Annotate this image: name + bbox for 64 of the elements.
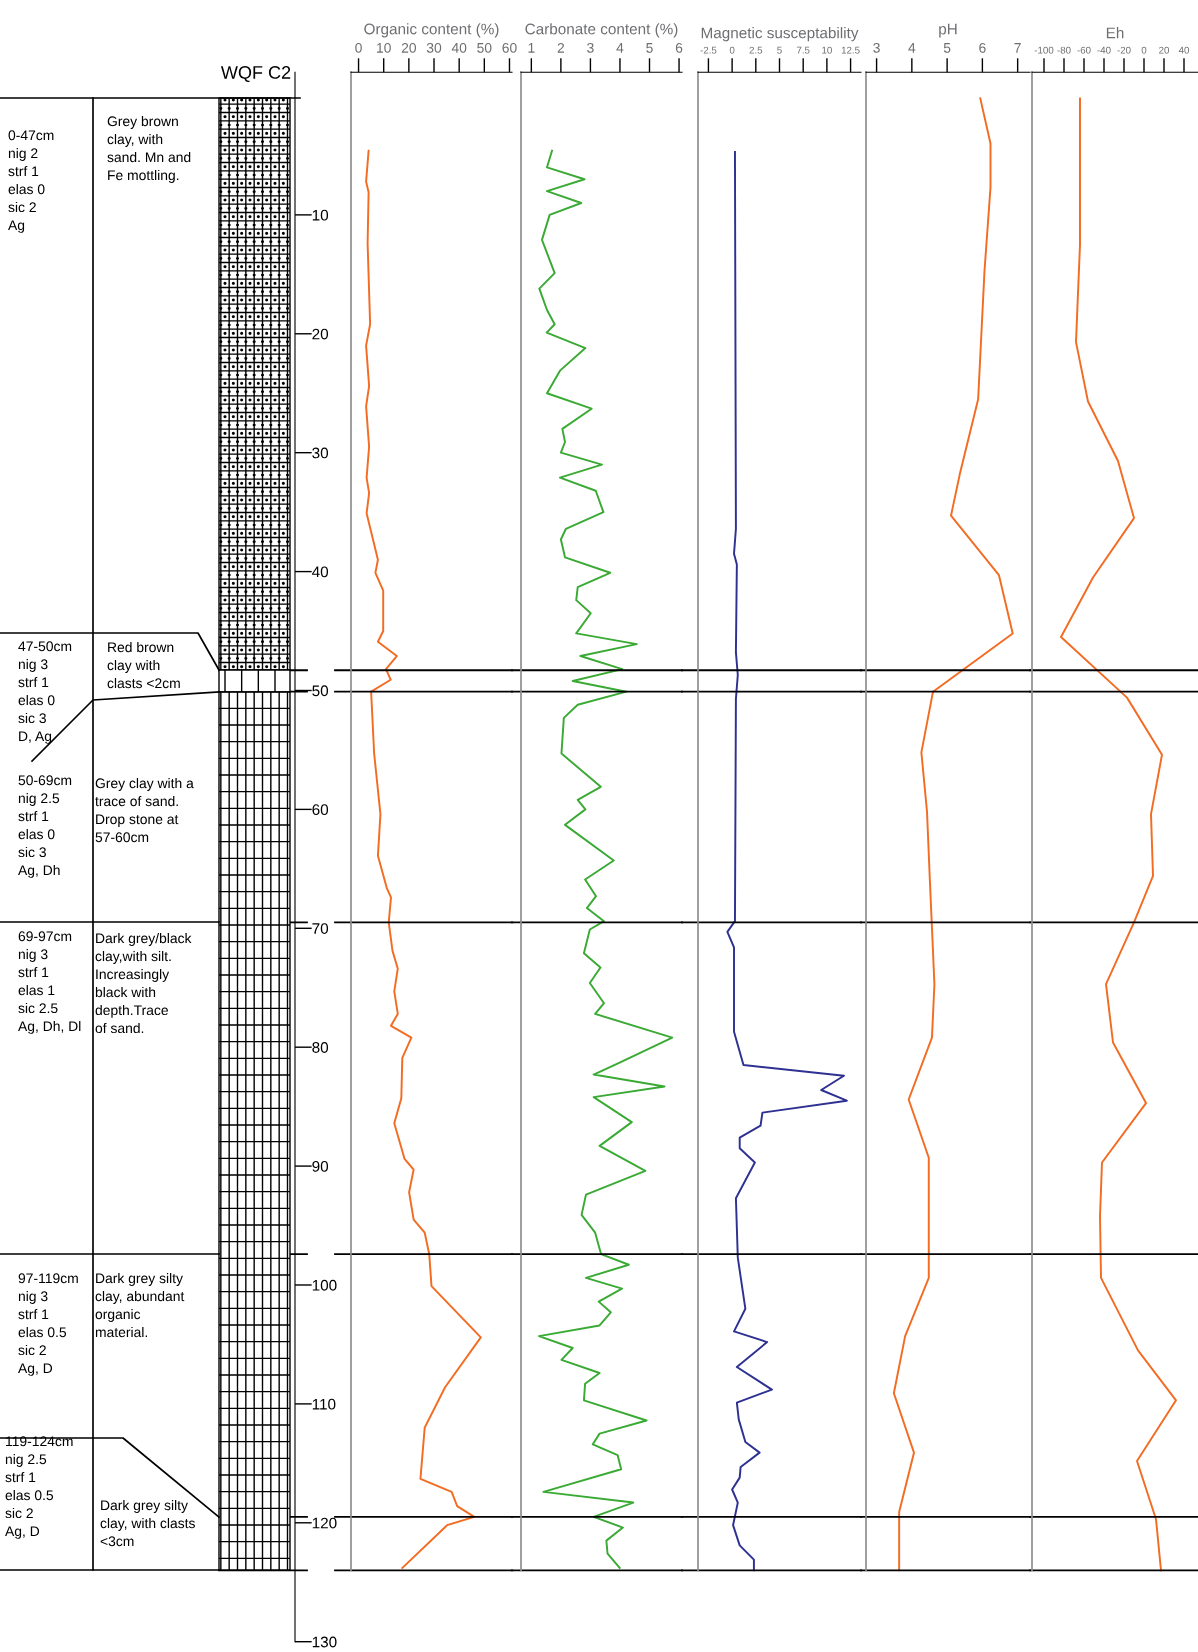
y-tick-label: 50 — [312, 685, 329, 697]
text: Red brown clay with clasts <2cm — [107, 642, 180, 689]
x-tick-label: 50 — [477, 42, 492, 53]
y-tick-label: 130 — [312, 1636, 337, 1648]
text: 0-47cm nig 2 strf 1 elas 0 sic 2 Ag — [8, 130, 54, 233]
x-tick-label: 30 — [426, 42, 442, 53]
text: WQF C2 — [220, 66, 291, 83]
x-tick-label: 60 — [502, 42, 517, 53]
x-tick-label: 40 — [1178, 46, 1190, 54]
y-tick-label: 60 — [312, 804, 329, 816]
x-tick-label: 10 — [377, 42, 391, 53]
text: 50-69cm nig 2.5 strf 1 elas 0 sic 3 Ag, Dh — [18, 775, 72, 878]
x-tick-label: -60 — [1077, 46, 1091, 54]
text: 69-97cm nig 3 strf 1 elas 1 sic 2.5 Ag, Dh, Dl — [18, 931, 81, 1034]
y-tick-label: 20 — [312, 328, 329, 340]
x-tick-label: 6 — [979, 42, 986, 53]
y-tick-label: 80 — [312, 1042, 329, 1053]
x-tick-label: 4 — [908, 43, 916, 53]
x-axis-title: Eh — [1106, 27, 1124, 39]
text: Grey clay with a trace of sand. Drop stone at 57-60cm — [95, 778, 194, 843]
x-tick-label: 0 — [355, 42, 362, 53]
x-tick-label: -40 — [1097, 46, 1111, 54]
y-tick-label: 40 — [312, 566, 329, 578]
y-tick-label: 110 — [312, 1398, 336, 1410]
text: Dark grey/black clay,with silt. Increasingly black with depth.Trace of sand. — [95, 933, 192, 1034]
text: Dark grey silty clay, abundant organic material. — [95, 1273, 185, 1338]
text: Dark grey silty clay, with clasts <3cm — [100, 1500, 195, 1547]
x-tick-label: 6 — [675, 42, 683, 53]
x-axis-title: pH — [939, 23, 957, 38]
x-tick-label: 7 — [1014, 43, 1021, 53]
x-tick-label: 0 — [1141, 46, 1147, 54]
x-tick-label: 40 — [451, 42, 467, 53]
x-tick-label: 20 — [401, 42, 417, 53]
y-tick-label: 120 — [312, 1517, 337, 1529]
x-tick-label: 12.5 — [841, 46, 860, 54]
y-tick-label: 10 — [312, 209, 329, 221]
y-tick-label: 100 — [312, 1279, 337, 1291]
x-tick-label: 7.5 — [796, 46, 810, 54]
x-tick-label: 10 — [822, 46, 832, 54]
x-tick-label: 5 — [777, 46, 782, 54]
x-axis-title: Organic content (%) — [364, 23, 499, 38]
x-tick-label: 5 — [943, 43, 951, 53]
text: 47-50cm nig 3 strf 1 elas 0 sic 3 D, Ag — [18, 641, 72, 744]
text: 97-119cm nig 3 strf 1 elas 0.5 sic 2 Ag, D — [18, 1273, 78, 1376]
x-tick-label: -2.5 — [700, 46, 717, 54]
x-tick-label: 2 — [557, 42, 565, 53]
text: Grey brown clay, with sand. Mn and Fe mottling. — [107, 116, 191, 183]
y-tick-label: 70 — [312, 923, 329, 934]
x-axis-title: Carbonate content (%) — [525, 23, 678, 38]
x-tick-label: 1 — [528, 43, 535, 53]
x-tick-label: 3 — [587, 42, 594, 53]
x-tick-label: -80 — [1057, 46, 1071, 54]
x-tick-label: 2.5 — [749, 46, 763, 54]
x-tick-label: 4 — [616, 43, 624, 53]
x-tick-label: 5 — [646, 43, 653, 53]
text: 119-124cm nig 2.5 strf 1 elas 0.5 sic 2 Ag, D — [5, 1436, 73, 1539]
x-tick-label: -20 — [1117, 46, 1131, 54]
x-tick-label: 0 — [729, 46, 735, 54]
x-tick-label: -100 — [1034, 46, 1054, 54]
x-tick-label: 20 — [1159, 46, 1170, 54]
y-tick-label: 90 — [312, 1160, 329, 1172]
y-tick-label: 30 — [312, 447, 329, 459]
x-tick-label: 3 — [873, 42, 880, 53]
x-axis-title: Magnetic susceptability — [701, 27, 859, 42]
